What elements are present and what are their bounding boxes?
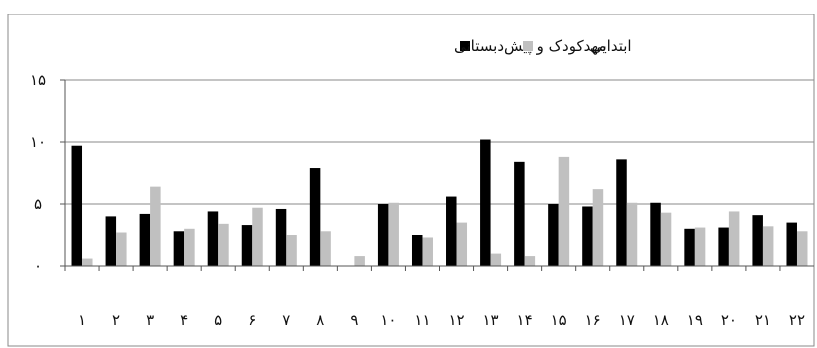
x-tick-label: ۱۷: [619, 311, 635, 329]
bar-series-0-cat-15: [548, 204, 559, 266]
bar-series-1-cat-19: [694, 227, 706, 266]
bar-series-0-cat-12: [446, 196, 457, 266]
bar-series-1-cat-2: [116, 232, 127, 266]
bar-series-0-cat-14: [514, 161, 525, 266]
bar-series-0-cat-19: [684, 228, 695, 266]
bar-series-0-cat-17: [616, 159, 627, 266]
title-strip-mask: [0, 0, 817, 14]
bar-series-0-cat-8: [309, 168, 321, 266]
bar-series-1-cat-13: [490, 253, 502, 266]
bars: [71, 139, 808, 266]
x-tick-label: ۵: [214, 311, 222, 329]
bar-series-1-cat-15: [558, 156, 570, 266]
y-tick-labels: ۰ ۵ ۱۰ ۱۵: [30, 71, 46, 275]
x-tick-label: ۳: [146, 311, 154, 329]
bar-series-1-cat-18: [660, 212, 672, 266]
legend-swatch-series-0: [460, 41, 470, 51]
x-tick-label: ۲۰: [721, 311, 737, 329]
legend: مهدکودک و پیش‌دبستانی ابتدایی: [454, 37, 632, 56]
x-tick-label: ۱۱: [414, 311, 430, 329]
bar-series-1-cat-11: [422, 237, 433, 266]
x-tick-label: ۱۴: [517, 311, 533, 329]
bar-series-0-cat-3: [139, 213, 151, 266]
x-tick-label: ۱۸: [653, 311, 669, 329]
x-tick-label: ۶: [248, 311, 256, 329]
bar-series-1-cat-7: [286, 235, 297, 266]
x-tick-label: ۷: [282, 311, 290, 329]
bar-series-0-cat-10: [377, 204, 389, 266]
bar-series-1-cat-14: [524, 256, 536, 266]
x-tick-label: ۲۱: [755, 311, 771, 329]
bar-series-0-cat-6: [241, 225, 253, 266]
bar-series-1-cat-16: [592, 189, 604, 266]
x-tick-label: ۲۲: [789, 311, 805, 329]
bar-series-0-cat-18: [650, 202, 661, 266]
bar-series-1-cat-12: [456, 222, 468, 266]
x-tick-label: ۱: [78, 311, 86, 329]
gridlines: [60, 79, 814, 267]
bar-series-0-cat-11: [411, 235, 423, 266]
chart-frame: [7, 13, 815, 347]
bar-series-0-cat-21: [752, 215, 763, 266]
x-tick-label: ۹: [350, 311, 358, 329]
y-tick-label: ۵: [34, 195, 42, 213]
x-tick-label: ۱۶: [585, 311, 601, 329]
y-tick-label: ۰: [34, 257, 42, 275]
bar-series-0-cat-1: [71, 145, 83, 266]
y-tick-label: ۱۰: [30, 133, 46, 151]
x-tick-label: ۴: [180, 311, 188, 329]
bar-series-1-cat-1: [82, 258, 93, 266]
bar-series-0-cat-7: [275, 208, 287, 266]
bar-series-1-cat-6: [252, 207, 263, 266]
bar-series-0-cat-13: [480, 139, 491, 266]
x-tick-label: ۸: [316, 311, 324, 329]
x-tick-label: ۱۹: [687, 311, 703, 329]
x-tick-label: ۱۳: [483, 311, 499, 329]
bar-series-0-cat-22: [786, 222, 797, 266]
bar-series-0-cat-2: [105, 216, 117, 266]
bar-series-1-cat-10: [388, 202, 399, 266]
x-tick-label: ۱۵: [551, 311, 567, 329]
x-tick-label: ۲: [112, 311, 120, 329]
legend-swatch-series-1: [523, 41, 533, 51]
bar-series-1-cat-22: [796, 231, 808, 266]
x-tick-label: ۱۲: [448, 311, 464, 329]
bar-series-0-cat-5: [207, 211, 219, 266]
legend-label-series-1: ابتدایی: [590, 37, 632, 55]
bar-series-0-cat-4: [173, 231, 185, 266]
x-tick-labels: ۱ ۲ ۳ ۴ ۵ ۶ ۷ ۸ ۹ ۱۰ ۱۱ ۱۲ ۱۳ ۱۴ ۱۵ ۱۶ ۱۷ ۱۸ ۱۹ ۲۰ ۲۱ ۲۲: [78, 311, 805, 329]
bar-series-1-cat-4: [184, 228, 195, 266]
y-tick-label: ۱۵: [30, 71, 46, 89]
x-tick-label: ۱۰: [380, 311, 396, 329]
bar-series-0-cat-16: [582, 206, 593, 266]
bar-series-1-cat-20: [728, 211, 740, 266]
bar-series-1-cat-3: [150, 186, 161, 266]
axes: [64, 80, 814, 271]
bar-series-1-cat-8: [320, 231, 331, 266]
bar-series-1-cat-21: [762, 226, 774, 266]
bar-series-1-cat-9: [354, 256, 365, 266]
bar-series-1-cat-17: [626, 202, 638, 266]
bar-series-0-cat-20: [718, 227, 729, 266]
bar-series-1-cat-5: [218, 223, 229, 266]
